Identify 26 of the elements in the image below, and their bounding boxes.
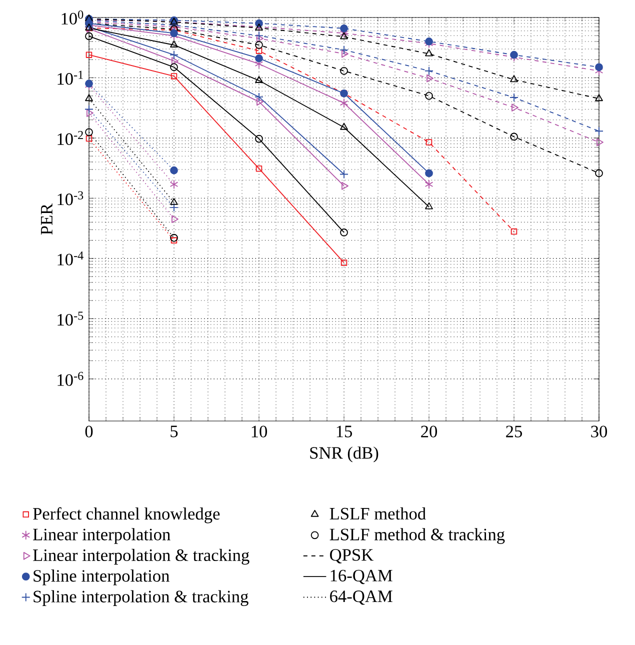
legend-label: Linear interpolation — [33, 528, 170, 544]
y-tick-label: 10$^{-3}$ — [58, 191, 84, 206]
y-tick-label: 10$^{-4}$ — [58, 251, 84, 266]
x-tick-label: 10 — [252, 426, 268, 438]
legend-label: QPSK — [330, 549, 374, 564]
y-tick-label: 10$^{-6}$ — [58, 372, 84, 386]
x-tick-label: 5 — [170, 426, 178, 438]
y-tick-label: 10$^{-1}$ — [58, 70, 83, 85]
x-axis-title: SNR (dB) — [310, 446, 378, 462]
legend-label: LSLF method — [330, 507, 426, 520]
x-tick-label: 0 — [85, 426, 93, 438]
y-tick-label: 10$^{0}$ — [62, 10, 84, 25]
x-tick-label: 30 — [591, 426, 608, 438]
legend-label: 16-QAM — [330, 570, 392, 584]
legend-label: Spline interpolation & tracking — [34, 590, 248, 606]
y-tick-label: 10$^{-5}$ — [58, 312, 84, 326]
legend-label: Linear interpolation & tracking — [33, 548, 250, 565]
legend-label: Perfect channel knowledge — [33, 507, 220, 524]
legend-label: Spline interpolation — [34, 570, 170, 586]
legend-label: LSLF method & tracking — [330, 528, 505, 544]
x-tick-label: 15 — [336, 426, 352, 438]
x-tick-label: 20 — [421, 426, 438, 438]
y-axis-title: PER — [41, 203, 52, 235]
y-tick-label: 10$^{-2}$ — [58, 130, 83, 145]
x-tick-label: 25 — [506, 426, 522, 438]
legend-label: 64-QAM — [330, 590, 392, 605]
